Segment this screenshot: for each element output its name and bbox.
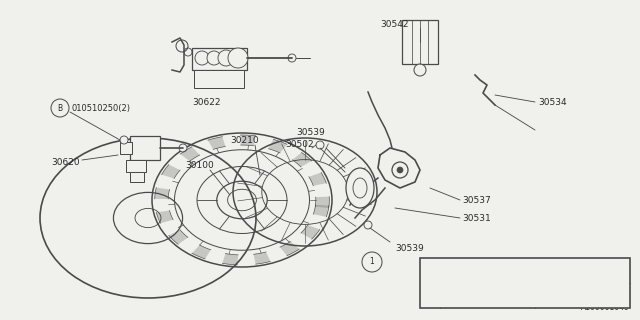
Text: 30537: 30537 xyxy=(462,196,491,204)
Text: B: B xyxy=(58,103,63,113)
Text: A50831: A50831 xyxy=(443,292,471,298)
Bar xyxy=(192,48,247,70)
Text: 011308180(1): 011308180(1) xyxy=(443,267,495,273)
Text: 30210: 30210 xyxy=(230,135,259,145)
Circle shape xyxy=(423,263,437,277)
Circle shape xyxy=(51,99,69,117)
Text: 1: 1 xyxy=(370,258,374,267)
Polygon shape xyxy=(208,137,225,149)
Polygon shape xyxy=(241,135,255,146)
Circle shape xyxy=(176,40,188,52)
Circle shape xyxy=(218,50,234,66)
Polygon shape xyxy=(292,152,312,167)
Polygon shape xyxy=(316,196,330,208)
Polygon shape xyxy=(180,147,200,161)
Circle shape xyxy=(207,51,221,65)
Ellipse shape xyxy=(346,168,374,208)
Polygon shape xyxy=(268,139,287,153)
Text: 30100: 30100 xyxy=(185,161,214,170)
Text: A100001049: A100001049 xyxy=(581,303,630,313)
Circle shape xyxy=(397,167,403,173)
Polygon shape xyxy=(301,225,320,239)
Circle shape xyxy=(195,51,209,65)
Polygon shape xyxy=(192,245,211,259)
Text: 30502: 30502 xyxy=(285,140,314,148)
Text: 30531: 30531 xyxy=(462,213,491,222)
Text: 30534: 30534 xyxy=(538,98,566,107)
Circle shape xyxy=(414,64,426,76)
Circle shape xyxy=(392,162,408,178)
Text: (9711-      ): (9711- ) xyxy=(539,292,579,298)
Bar xyxy=(420,258,630,308)
Polygon shape xyxy=(162,164,180,179)
Bar xyxy=(126,160,146,172)
Text: 010510250(2): 010510250(2) xyxy=(72,103,131,113)
Circle shape xyxy=(364,221,372,229)
Text: <9705-9710>: <9705-9710> xyxy=(539,267,591,273)
Circle shape xyxy=(423,288,437,302)
Circle shape xyxy=(179,144,187,152)
Polygon shape xyxy=(309,172,326,186)
Polygon shape xyxy=(222,253,238,265)
Circle shape xyxy=(362,252,382,272)
Bar xyxy=(130,136,160,160)
Polygon shape xyxy=(314,205,329,217)
Text: 30539: 30539 xyxy=(395,244,424,252)
Polygon shape xyxy=(280,242,300,256)
Bar xyxy=(402,20,438,64)
Polygon shape xyxy=(253,252,271,264)
Bar xyxy=(120,142,132,154)
Bar xyxy=(194,70,244,88)
Circle shape xyxy=(228,48,248,68)
Text: 30622: 30622 xyxy=(193,98,221,107)
Text: 30539: 30539 xyxy=(296,127,324,137)
Circle shape xyxy=(316,141,324,149)
Polygon shape xyxy=(156,211,173,223)
Bar xyxy=(130,172,144,182)
Circle shape xyxy=(120,136,128,144)
Text: 30542: 30542 xyxy=(381,20,409,28)
Text: 1: 1 xyxy=(428,292,432,298)
Polygon shape xyxy=(169,230,188,244)
Text: B: B xyxy=(428,267,433,273)
Circle shape xyxy=(288,54,296,62)
Text: 30620: 30620 xyxy=(51,157,80,166)
Polygon shape xyxy=(155,188,170,199)
